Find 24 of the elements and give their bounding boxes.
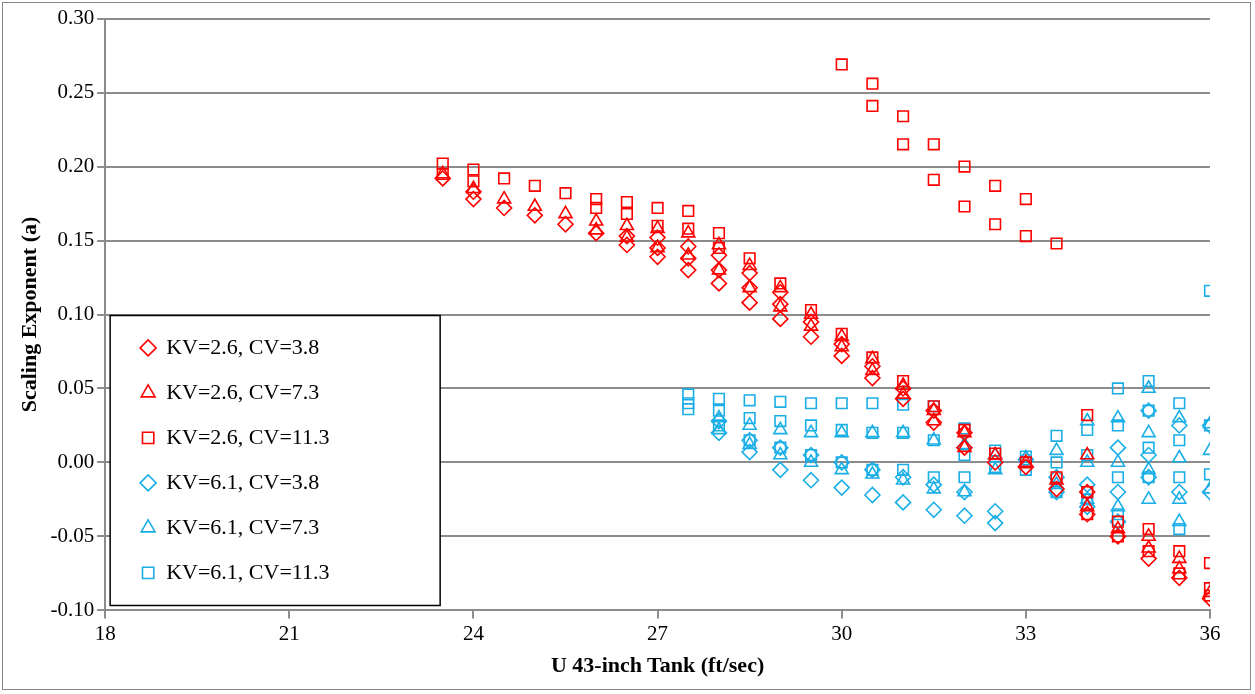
legend-label: KV=6.1, CV=11.3 (166, 558, 330, 584)
y-tick-label: 0.05 (57, 374, 95, 399)
x-tick-label: 21 (278, 620, 300, 645)
x-tick-label: 24 (462, 620, 485, 645)
y-axis-title: Scaling Exponent (a) (15, 216, 41, 413)
x-tick-label: 27 (647, 620, 669, 645)
x-axis-title: U 43-inch Tank (ft/sec) (550, 652, 765, 678)
y-tick-label: -0.10 (50, 596, 95, 621)
x-tick-label: 30 (831, 620, 853, 645)
legend-label: KV=2.6, CV=11.3 (166, 423, 330, 449)
y-tick-label: 0.15 (57, 227, 95, 252)
y-tick-label: 0.20 (57, 153, 95, 178)
y-tick-label: 0.25 (57, 79, 95, 104)
y-tick-label: -0.05 (50, 522, 95, 547)
y-tick-label: 0.10 (57, 301, 95, 326)
x-tick-label: 36 (1199, 620, 1221, 645)
legend-label: KV=2.6, CV=3.8 (166, 333, 320, 359)
legend-label: KV=6.1, CV=7.3 (166, 513, 320, 539)
y-tick-label: 0.30 (57, 5, 95, 30)
x-tick-label: 18 (94, 620, 116, 645)
x-tick-label: 33 (1015, 620, 1037, 645)
y-tick-label: 0.00 (57, 448, 95, 473)
legend-label: KV=2.6, CV=7.3 (166, 378, 320, 404)
legend-label: KV=6.1, CV=3.8 (166, 468, 320, 494)
